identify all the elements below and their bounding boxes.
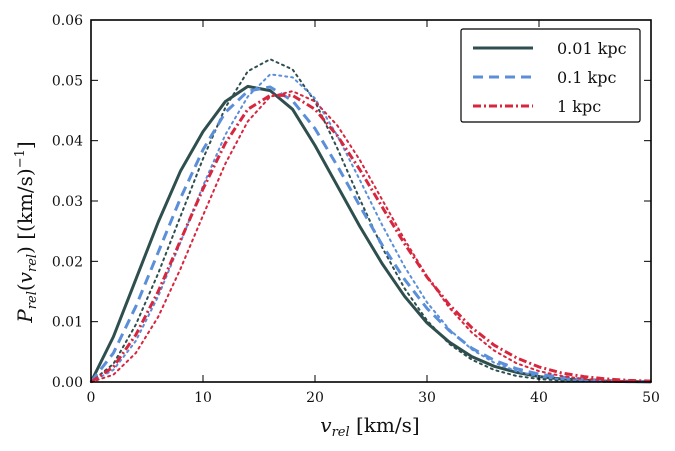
legend-label: 1 kpc (557, 97, 601, 116)
y-tick-label: 0.05 (52, 73, 83, 89)
legend-label: 0.01 kpc (557, 39, 627, 58)
x-tick-label: 40 (530, 390, 548, 406)
y-axis-label: Prel(vrel) [(km/s)−1] (13, 141, 40, 323)
x-tick-label: 10 (194, 390, 212, 406)
y-tick-label: 0.01 (52, 315, 83, 331)
y-axis-ticks: 0.00 0.01 0.02 0.03 0.04 0.05 0.06 (52, 13, 651, 391)
x-axis-ticks: 0 10 20 30 40 50 (87, 20, 660, 406)
x-tick-label: 30 (418, 390, 436, 406)
series-line-1-kpc (90, 93, 652, 384)
y-tick-label: 0.00 (52, 375, 83, 391)
y-tick-label: 0.03 (52, 194, 83, 210)
x-tick-label: 50 (642, 390, 660, 406)
legend-box (460, 28, 641, 123)
y-tick-label: 0.06 (52, 13, 83, 29)
x-axis-label: vrel [km/s] (320, 413, 419, 440)
series-line-0-1-kpc (89, 85, 652, 384)
x-tick-label: 0 (87, 390, 96, 406)
series-line-0-01-kpc (89, 84, 652, 384)
legend: 0.01 kpc 0.1 kpc 1 kpc (460, 28, 641, 123)
y-tick-label: 0.02 (52, 254, 83, 270)
x-tick-label: 20 (306, 390, 324, 406)
series-line-1-kpc-dotted- (90, 90, 652, 383)
plot-marks (89, 58, 652, 384)
legend-label: 0.1 kpc (557, 68, 616, 87)
y-tick-label: 0.04 (52, 134, 83, 150)
series-line-0-01-kpc-dotted- (90, 58, 652, 383)
